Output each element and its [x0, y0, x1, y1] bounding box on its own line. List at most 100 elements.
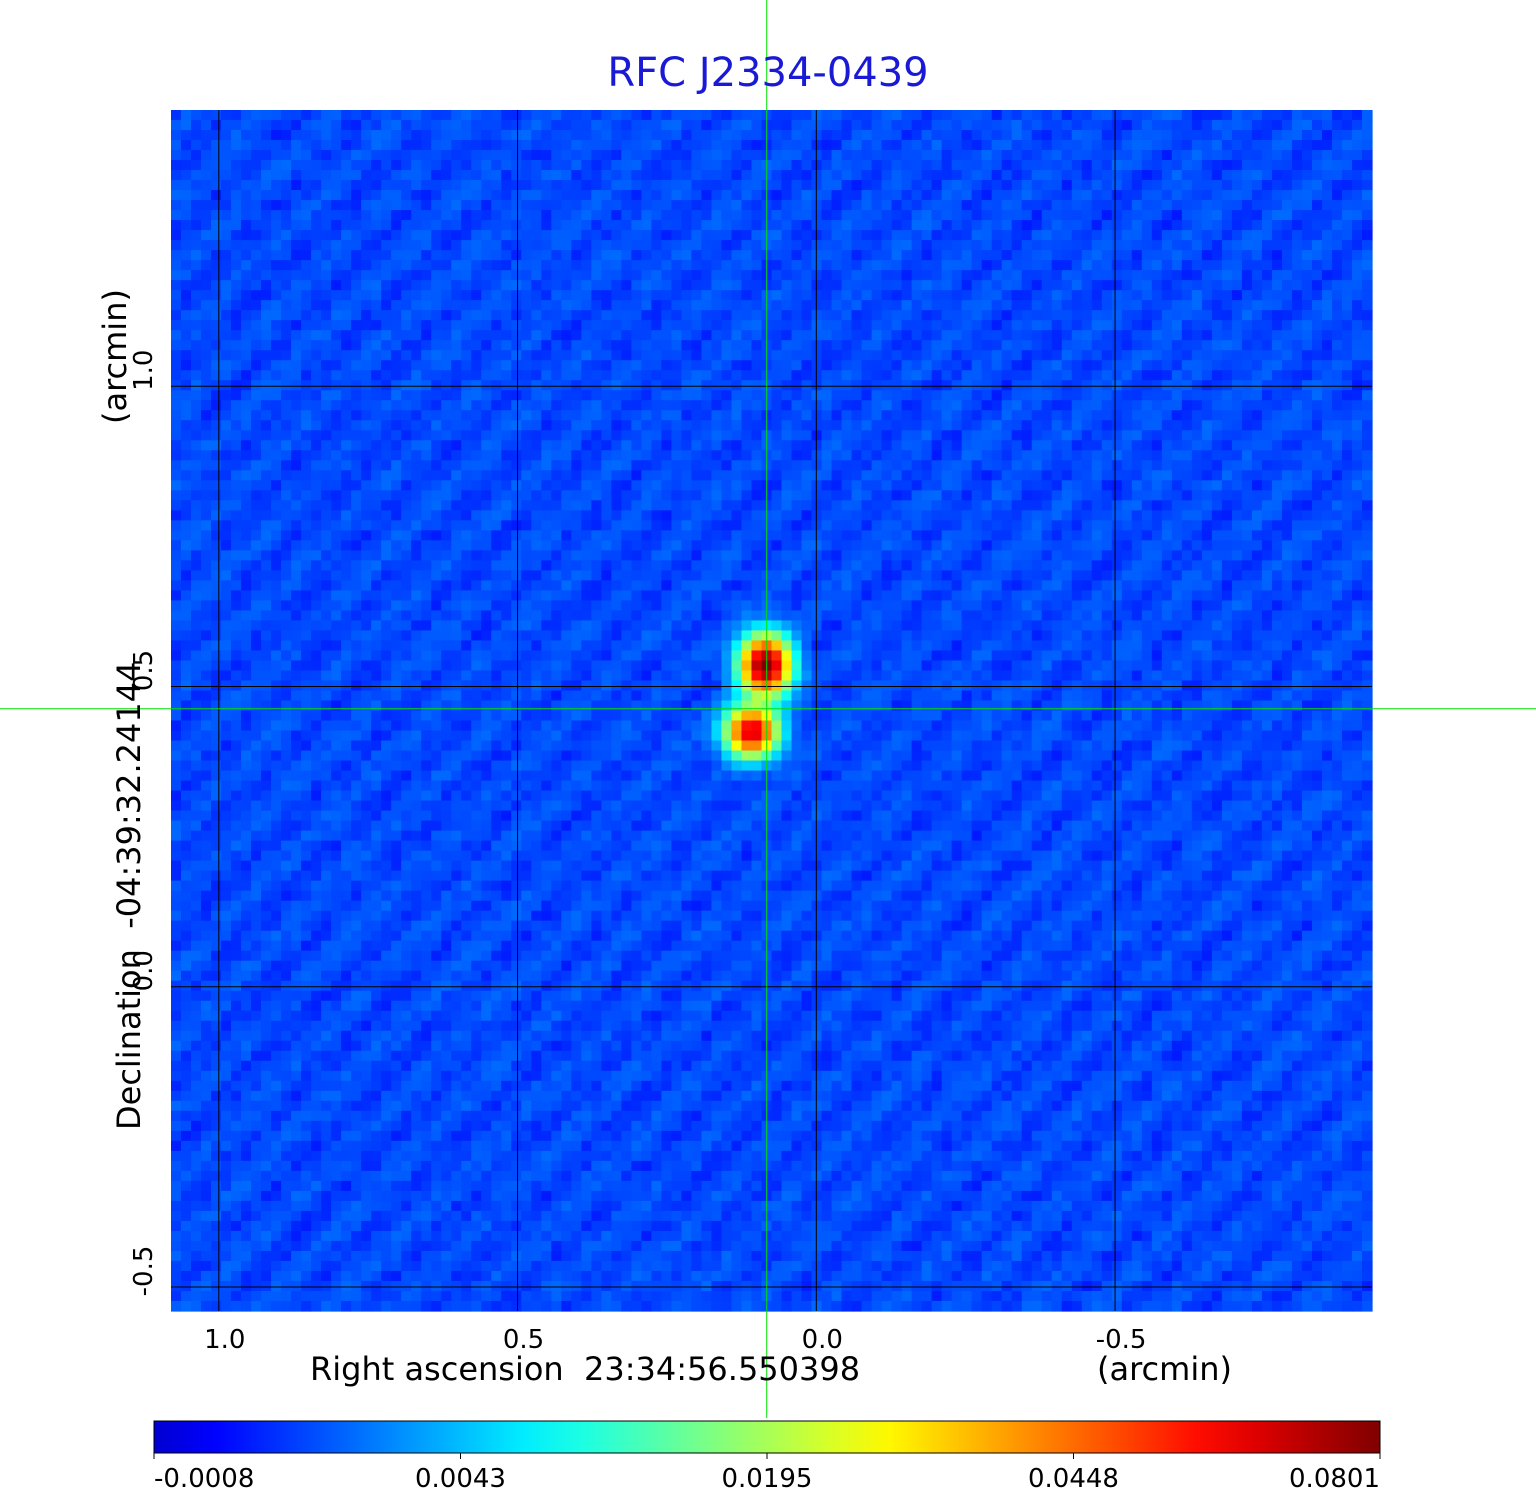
image-pixel — [381, 290, 392, 301]
image-pixel — [1171, 480, 1183, 491]
image-pixel — [1191, 380, 1203, 391]
image-pixel — [1191, 220, 1203, 231]
image-pixel — [681, 470, 693, 481]
image-pixel — [251, 270, 262, 281]
image-pixel — [211, 340, 222, 351]
image-pixel — [571, 500, 582, 511]
image-pixel — [1171, 180, 1183, 191]
image-pixel — [911, 380, 923, 391]
image-pixel — [1251, 280, 1263, 291]
image-pixel — [781, 110, 793, 121]
image-pixel — [271, 250, 282, 261]
image-pixel — [881, 370, 893, 381]
image-pixel — [431, 340, 442, 351]
image-pixel — [581, 130, 592, 141]
image-pixel — [731, 220, 743, 231]
image-pixel — [181, 130, 192, 141]
image-pixel — [461, 520, 472, 531]
image-pixel — [361, 280, 372, 291]
image-pixel — [781, 290, 793, 301]
image-pixel — [251, 360, 262, 371]
image-pixel — [1111, 220, 1123, 231]
image-pixel — [931, 140, 943, 151]
image-pixel — [521, 270, 532, 281]
image-pixel — [311, 330, 322, 341]
image-pixel — [1251, 380, 1263, 391]
image-pixel — [691, 300, 703, 311]
image-pixel — [791, 360, 803, 371]
image-pixel — [541, 250, 552, 261]
image-pixel — [1351, 280, 1363, 291]
image-pixel — [561, 140, 572, 151]
image-pixel — [751, 260, 763, 271]
image-pixel — [971, 350, 983, 361]
image-pixel — [1251, 300, 1263, 311]
image-pixel — [1091, 250, 1103, 261]
image-pixel — [551, 370, 562, 381]
image-pixel — [1101, 390, 1113, 401]
image-pixel — [601, 120, 612, 131]
image-pixel — [851, 190, 863, 201]
image-pixel — [281, 210, 292, 221]
image-pixel — [841, 290, 853, 301]
image-pixel — [1221, 180, 1233, 191]
image-pixel — [1131, 410, 1143, 421]
image-pixel — [1151, 320, 1163, 331]
image-pixel — [1351, 410, 1363, 421]
image-pixel — [841, 220, 853, 231]
image-pixel — [771, 310, 783, 321]
image-pixel — [241, 430, 252, 441]
image-pixel — [641, 510, 652, 521]
image-pixel — [241, 220, 252, 231]
image-pixel — [191, 150, 202, 161]
image-pixel — [171, 470, 182, 481]
image-pixel — [1241, 400, 1253, 411]
image-pixel — [401, 520, 412, 531]
image-pixel — [651, 230, 663, 241]
image-pixel — [901, 200, 913, 211]
image-pixel — [991, 290, 1003, 301]
image-pixel — [931, 400, 943, 411]
image-pixel — [911, 430, 923, 441]
image-pixel — [921, 270, 933, 281]
image-pixel — [701, 150, 713, 161]
image-pixel — [201, 180, 212, 191]
image-pixel — [1031, 120, 1043, 131]
image-pixel — [411, 260, 422, 271]
image-pixel — [751, 300, 763, 311]
image-pixel — [431, 500, 442, 511]
image-pixel — [961, 130, 973, 141]
image-pixel — [331, 140, 342, 151]
image-pixel — [971, 290, 983, 301]
image-pixel — [191, 460, 202, 471]
image-pixel — [821, 110, 833, 121]
image-pixel — [651, 250, 663, 261]
image-pixel — [651, 430, 663, 441]
image-pixel — [721, 380, 733, 391]
image-pixel — [1211, 360, 1223, 371]
image-pixel — [1331, 180, 1343, 191]
image-pixel — [731, 490, 743, 501]
image-pixel — [771, 520, 783, 531]
image-pixel — [521, 160, 532, 171]
image-pixel — [1201, 400, 1213, 411]
image-pixel — [471, 410, 482, 421]
image-pixel — [1221, 110, 1233, 121]
image-pixel — [601, 300, 612, 311]
image-pixel — [221, 300, 232, 311]
image-pixel — [501, 310, 512, 321]
image-pixel — [231, 330, 242, 341]
image-pixel — [601, 430, 612, 441]
image-pixel — [851, 110, 863, 121]
image-pixel — [611, 170, 622, 181]
image-pixel — [811, 150, 823, 161]
image-pixel — [621, 430, 632, 441]
image-pixel — [1181, 160, 1193, 171]
image-pixel — [251, 130, 262, 141]
image-pixel — [1301, 200, 1313, 211]
image-pixel — [1181, 420, 1193, 431]
image-pixel — [281, 180, 292, 191]
image-pixel — [631, 140, 642, 151]
image-pixel — [361, 510, 372, 521]
image-pixel — [1331, 210, 1343, 221]
